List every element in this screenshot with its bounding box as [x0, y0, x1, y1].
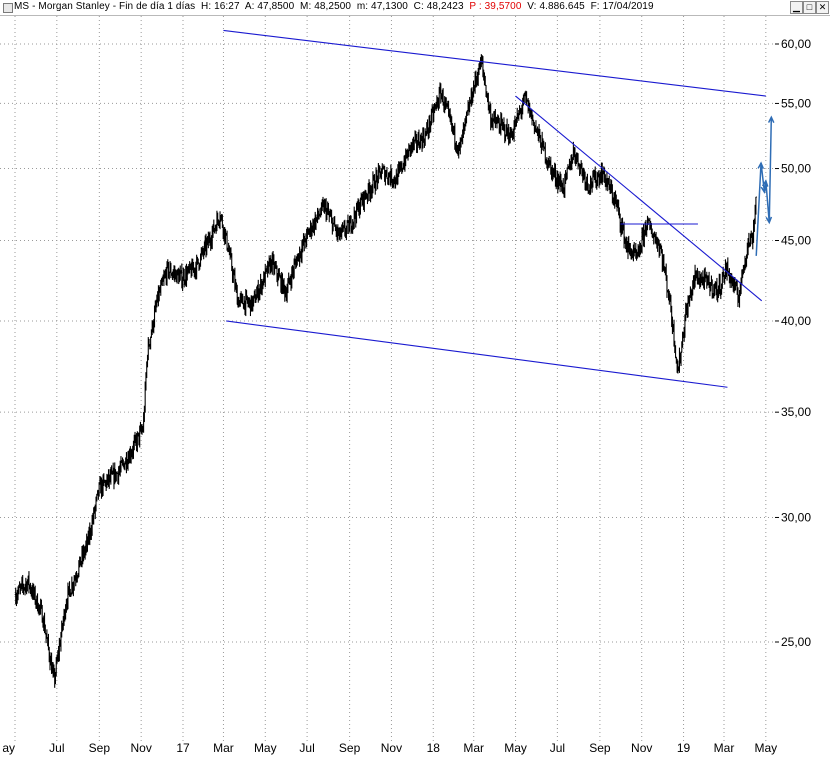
price-bar — [623, 221, 626, 249]
price-chart[interactable]: 60,00 55,00 50,00 45,00 40,00 35,00 30,00 25,00… — [0, 16, 830, 755]
price-chart-svg: 60,00 55,00 50,00 45,00 40,00 35,00 30,00 25,00… — [0, 16, 811, 755]
lower-channel-line — [226, 320, 728, 388]
x-tick-label: 17 — [176, 741, 190, 755]
price-bar — [754, 196, 757, 215]
readout-volume: 4.886.645 — [539, 1, 585, 12]
forecast-arrowhead — [760, 186, 768, 194]
readout-open: 47,8500 — [257, 1, 295, 12]
x-tick-label: Nov — [130, 741, 151, 755]
x-tick-label: May — [254, 741, 277, 755]
x-tick-label: May — [754, 741, 777, 755]
restore-button[interactable]: □ — [803, 1, 816, 14]
minimize-button[interactable]: ▁ — [790, 1, 803, 14]
y-tick-label: 25,00 — [781, 635, 811, 649]
x-tick-label: Jul — [299, 741, 314, 755]
price-bar — [424, 128, 427, 146]
readout-high: 48,2500 — [314, 1, 352, 12]
falling-trendline — [515, 95, 763, 302]
y-tick-label: 30,00 — [781, 510, 811, 524]
price-bar — [665, 275, 668, 298]
chart-window-icon[interactable] — [3, 3, 13, 13]
y-tick-label: 35,00 — [781, 405, 811, 419]
forecast-arrowhead — [767, 115, 775, 123]
readout-low: 47,1300 — [371, 1, 408, 12]
y-tick-label: 50,00 — [781, 162, 811, 176]
y-tick-label: 55,00 — [781, 96, 811, 110]
readout-cursor-price: 39,5700 — [484, 1, 522, 12]
x-tick-label: Sep — [339, 741, 361, 755]
window-titlebar: MS - Morgan Stanley - Fin de día 1 días … — [0, 0, 830, 16]
forecast-arrowhead — [757, 161, 765, 169]
readout-time: 16:27 — [214, 1, 240, 12]
readout-date: 17/04/2019 — [602, 1, 654, 12]
price-bar — [226, 230, 229, 251]
x-tick-label: Mar — [213, 741, 234, 755]
x-tick-label: Jul — [49, 741, 64, 755]
window-caption: MS - Morgan Stanley - Fin de día 1 días … — [14, 1, 654, 12]
readout-close: 48,2423 — [426, 1, 464, 12]
x-tick-label: Sep — [89, 741, 111, 755]
x-tick-label: 19 — [677, 741, 691, 755]
x-tick-label: Mar — [714, 741, 735, 755]
x-tick-label: Jul — [550, 741, 565, 755]
x-tick-label: Nov — [381, 741, 402, 755]
x-tick-label: ay — [2, 741, 15, 755]
x-tick-label: Mar — [463, 741, 484, 755]
y-tick-label: 40,00 — [781, 314, 811, 328]
forecast-arrowhead — [761, 179, 769, 187]
x-tick-label: May — [504, 741, 527, 755]
x-tick-label: 18 — [427, 741, 441, 755]
y-tick-label: 60,00 — [781, 37, 811, 51]
x-tick-label: Nov — [631, 741, 652, 755]
x-tick-label: Sep — [589, 741, 611, 755]
forecast-path — [755, 117, 773, 256]
close-button[interactable]: ✕ — [816, 1, 829, 14]
y-tick-label: 45,00 — [781, 234, 811, 248]
upper-channel-line — [223, 29, 766, 97]
forecast-arrowhead — [765, 216, 773, 225]
